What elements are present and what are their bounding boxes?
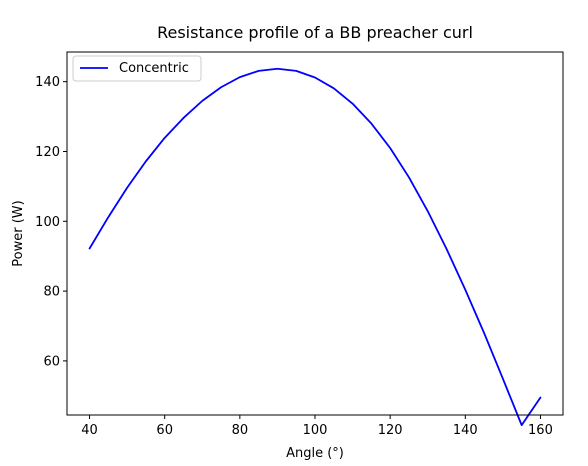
y-tick-label: 140 [35, 75, 60, 90]
plot-area [88, 67, 542, 427]
y-tick-label: 100 [35, 215, 60, 230]
x-tick-label: 60 [156, 423, 173, 438]
x-tick-label: 100 [303, 423, 328, 438]
y-tick-label: 120 [35, 145, 60, 160]
series-line-concentric [88, 67, 542, 427]
legend-label-concentric: Concentric [119, 61, 189, 76]
x-tick-label: 160 [528, 423, 553, 438]
x-tick-label: 40 [81, 423, 98, 438]
y-axis-ticks: 60 80 100 120 140 [35, 75, 67, 369]
x-tick-label: 80 [232, 423, 249, 438]
x-tick-label: 120 [378, 423, 403, 438]
x-axis-ticks: 40 60 80 100 120 140 160 [81, 415, 553, 438]
x-tick-label: 140 [453, 423, 478, 438]
y-tick-label: 60 [43, 354, 60, 369]
chart-title: Resistance profile of a BB preacher curl [157, 23, 473, 42]
y-tick-label: 80 [43, 285, 60, 300]
x-axis-label: Angle (°) [286, 446, 344, 461]
legend-box [72, 55, 202, 82]
y-axis-label: Power (W) [11, 200, 26, 266]
legend: Concentric [72, 55, 202, 82]
